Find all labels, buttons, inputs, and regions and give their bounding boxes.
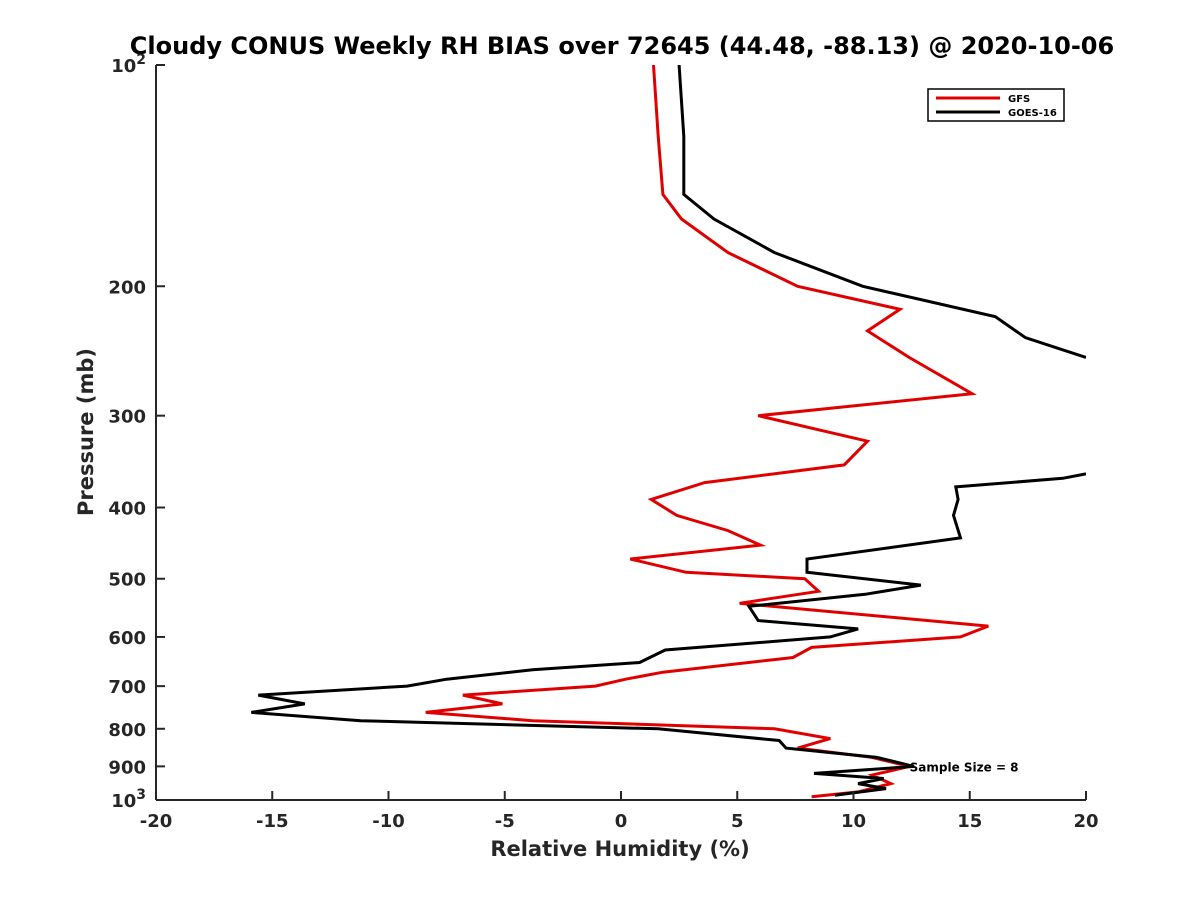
chart-title: Cloudy CONUS Weekly RH BIAS over 72645 (… [130, 32, 1114, 60]
y-tick-label: 400 [108, 499, 146, 520]
y-tick-label: 800 [108, 720, 146, 741]
plot-area: -20 -15 -10 -5 0 5 10 15 20102200300400500600700… [108, 52, 1098, 832]
x-tick-label: -10 [372, 811, 405, 832]
x-tick-label: 15 [957, 811, 982, 832]
x-tick-label: -20 [140, 811, 173, 832]
y-tick-exponent: 2 [136, 52, 146, 68]
legend-box [927, 88, 1065, 122]
y-tick-label: 300 [108, 407, 146, 428]
x-axis-label: Relative Humidity (%) [490, 837, 749, 861]
y-tick-exponent: 3 [136, 787, 146, 803]
y-axis-label: Pressure (mb) [74, 348, 98, 516]
series-line-gfs [425, 65, 989, 799]
legend: GFS GOES-16 [927, 88, 1065, 122]
x-tick-label: 0 [615, 811, 628, 832]
y-tick-label: 600 [108, 628, 146, 649]
y-tick-label: 200 [108, 277, 146, 298]
legend-label-gfs: GFS [1008, 94, 1030, 105]
x-tick-label: -5 [495, 811, 515, 832]
series-line-goes-16 [251, 65, 1086, 797]
y-tick-label: 900 [108, 757, 146, 778]
x-tick-label: 20 [1073, 811, 1098, 832]
y-tick-label: 500 [108, 570, 146, 591]
x-tick-label: 5 [731, 811, 744, 832]
x-tick-label: 10 [841, 811, 866, 832]
y-tick-label: 700 [108, 677, 146, 698]
sample-size-annotation: Sample Size = 8 [910, 760, 1019, 774]
x-tick-label: -15 [256, 811, 289, 832]
legend-label-goes-16: GOES-16 [1008, 108, 1057, 119]
